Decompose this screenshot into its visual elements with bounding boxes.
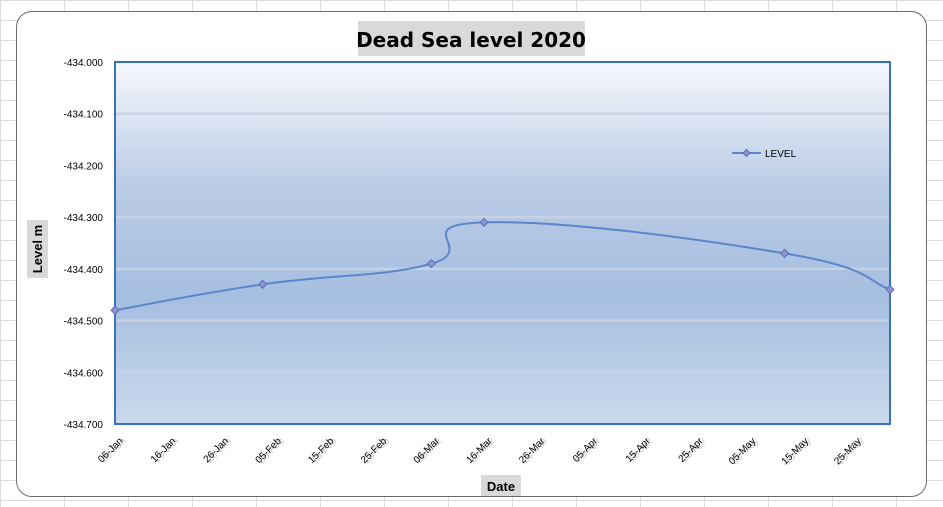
xlabel-box: [481, 475, 521, 496]
data-point: [426, 258, 437, 269]
data-point: [779, 248, 790, 259]
x-tick-label: 25-Feb: [359, 436, 389, 466]
title-box: [358, 21, 585, 56]
chart-title: Dead Sea level 2020: [356, 28, 586, 52]
x-tick-label: 15-Feb: [306, 436, 336, 466]
x-tick-label: 06-Mar: [412, 435, 443, 466]
y-tick-label: -434.000: [64, 58, 104, 69]
ylabel-box: [27, 220, 48, 278]
x-tick-label: 26-Mar: [517, 435, 548, 466]
y-tick-label: -434.600: [64, 368, 104, 379]
y-tick-label: -434.400: [64, 265, 104, 276]
data-point: [479, 217, 489, 228]
y-tick-label: -434.100: [64, 110, 104, 121]
y-tick-label: -434.700: [64, 420, 104, 431]
y-axis-label: Level m: [30, 225, 45, 273]
x-tick-label: 15-May: [780, 436, 811, 467]
plot-frame: [114, 61, 891, 425]
y-tick-label: -434.200: [64, 161, 104, 172]
x-tick-label: 05-Feb: [254, 436, 284, 466]
x-tick-label: 25-May: [832, 436, 863, 467]
x-tick-label: 16-Mar: [464, 435, 495, 466]
x-axis-label: Date: [487, 479, 515, 494]
data-point: [110, 305, 120, 315]
x-tick-label: 05-May: [727, 436, 758, 467]
y-tick-label: -434.500: [64, 317, 104, 328]
y-tick-label: -434.300: [64, 213, 104, 224]
legend-marker: [742, 148, 751, 158]
legend: LEVEL: [732, 148, 797, 160]
legend-label: LEVEL: [765, 149, 797, 160]
data-point: [885, 284, 895, 295]
data-point: [257, 279, 268, 290]
plot-area: [115, 62, 890, 424]
